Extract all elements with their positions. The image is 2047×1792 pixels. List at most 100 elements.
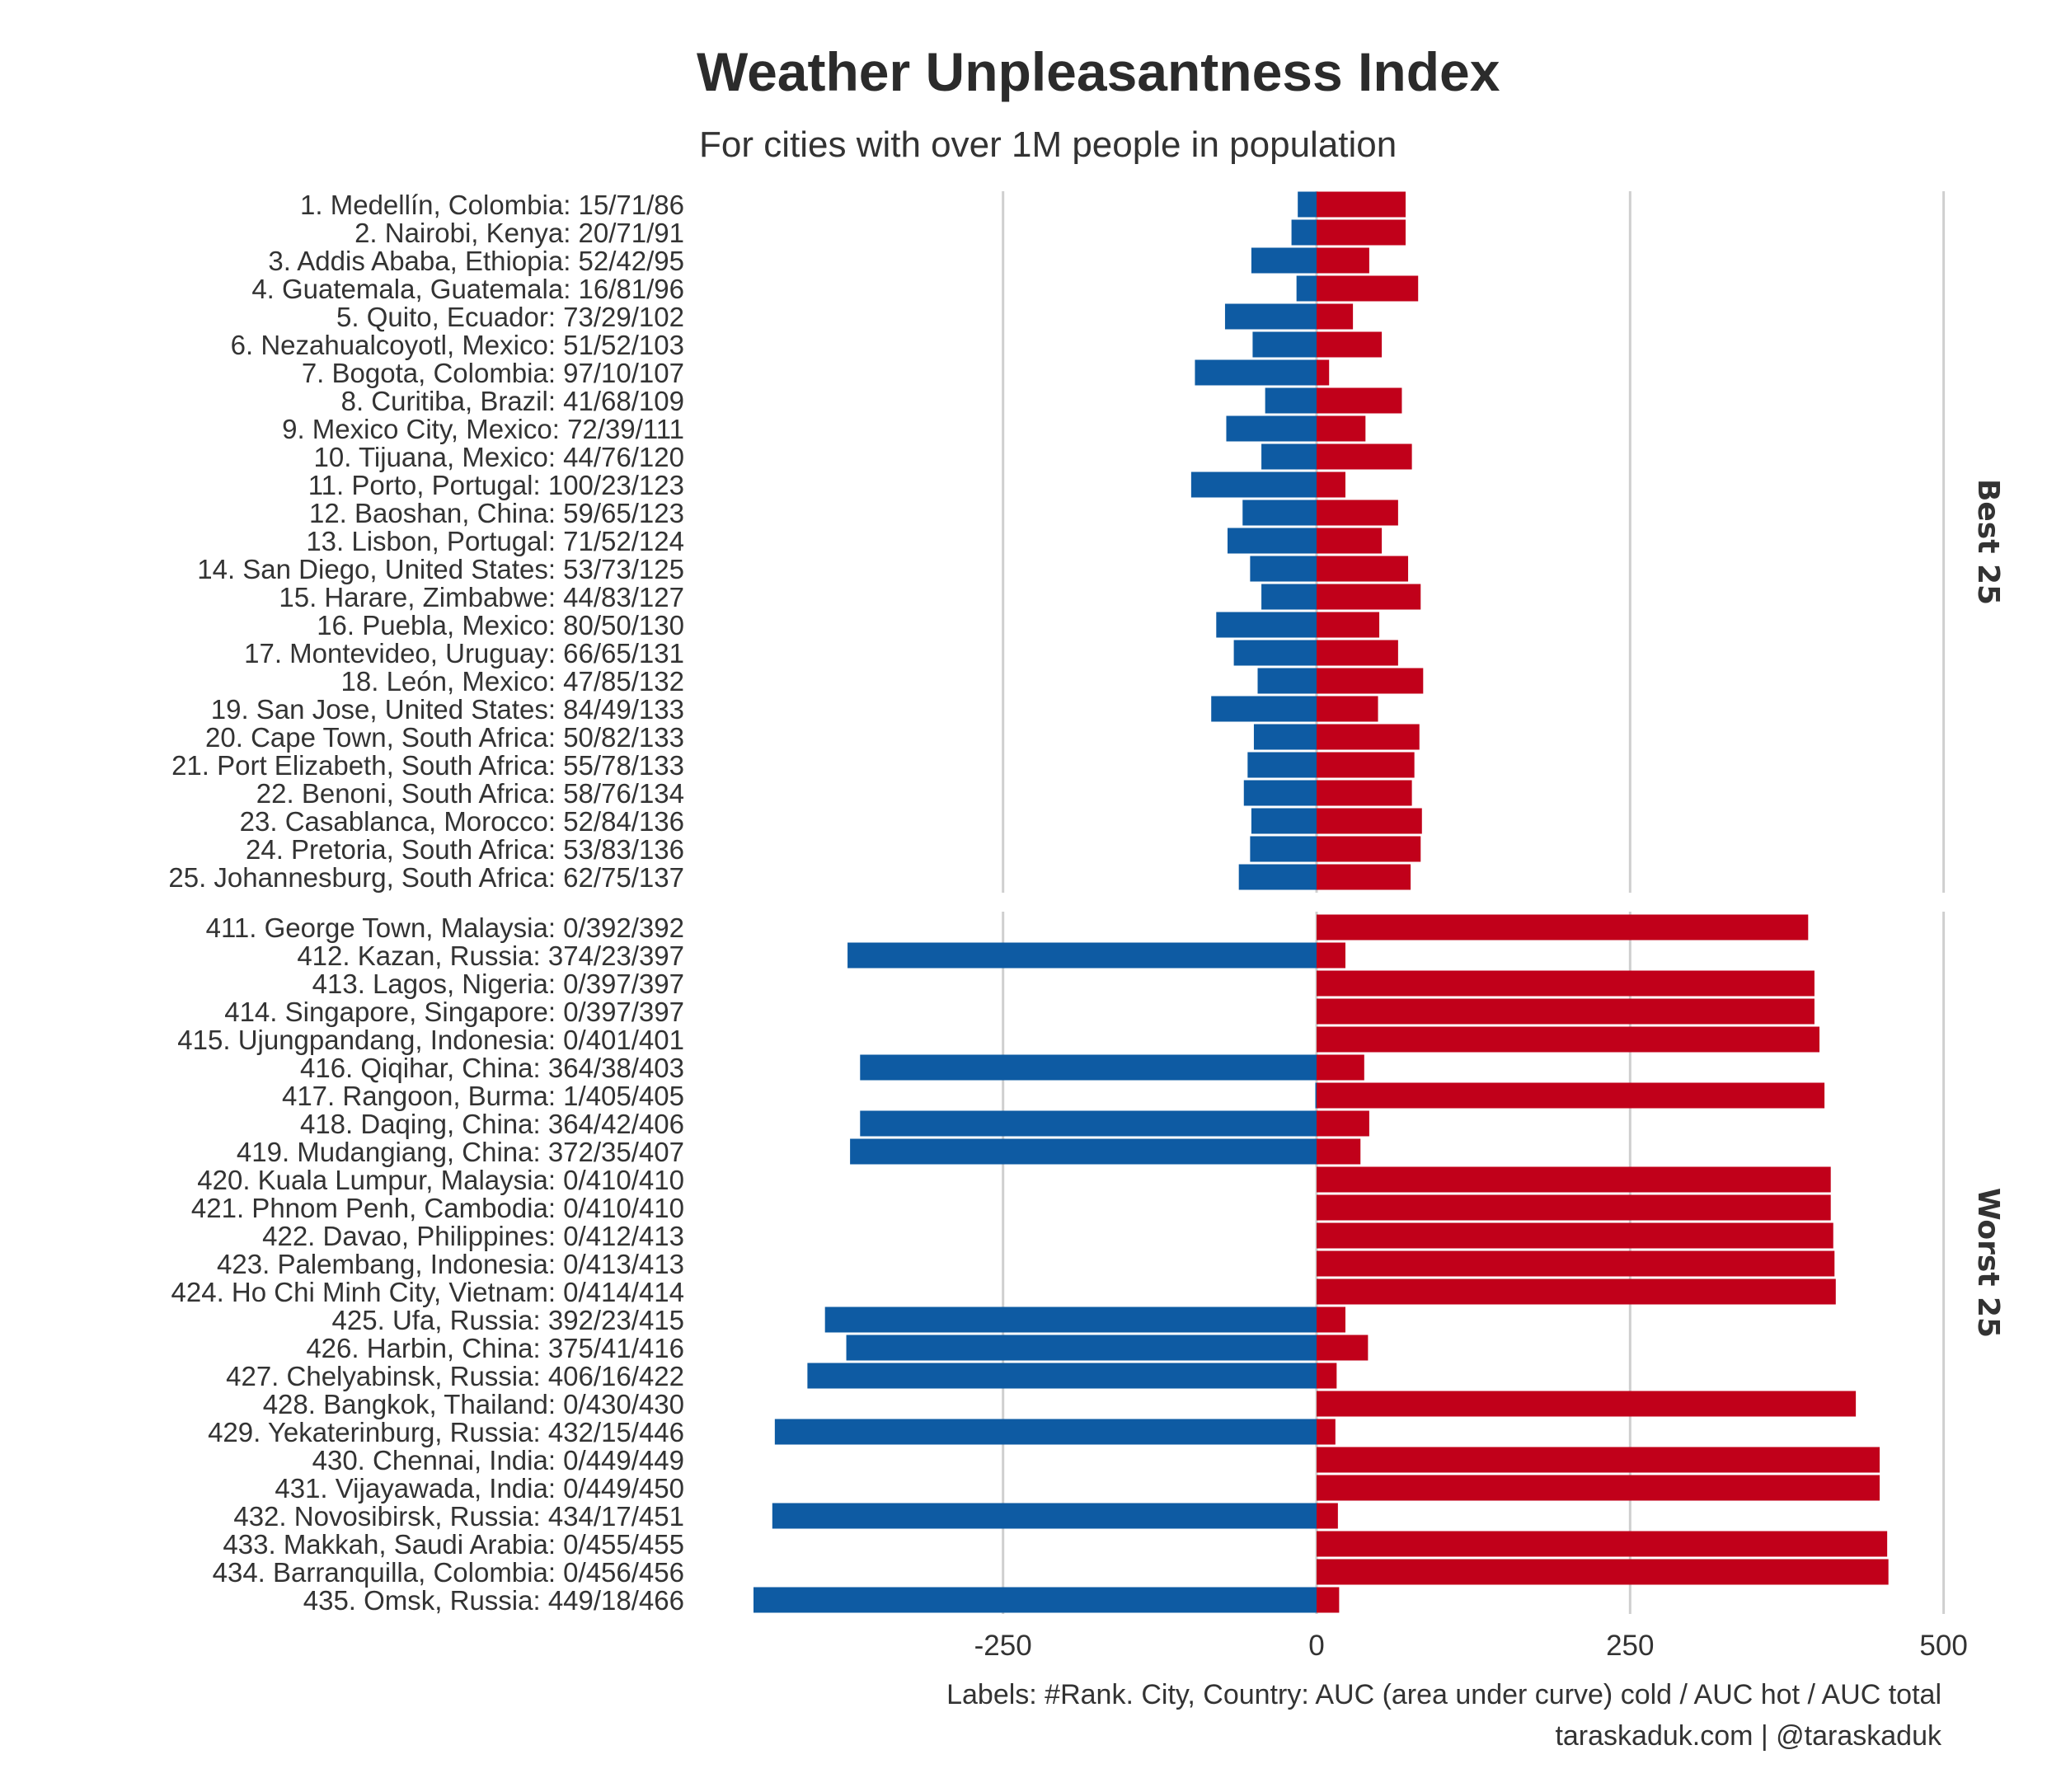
y-axis-label: 21. Port Elizabeth, South Africa: 55/78/…: [171, 750, 684, 781]
y-axis-label: 423. Palembang, Indonesia: 0/413/413: [217, 1249, 684, 1279]
bar-hot: [1317, 696, 1378, 722]
y-axis-label: 417. Rangoon, Burma: 1/405/405: [282, 1081, 684, 1111]
y-axis-label: 415. Ujungpandang, Indonesia: 0/401/401: [177, 1025, 684, 1055]
bar-cold: [846, 1335, 1317, 1361]
bar-hot: [1317, 1054, 1364, 1081]
bar-hot: [1317, 1363, 1337, 1389]
bar-cold: [824, 1306, 1317, 1333]
y-axis-label: 6. Nezahualcoyotl, Mexico: 51/52/103: [231, 330, 684, 360]
y-axis-label: 416. Qiqihar, China: 364/38/403: [300, 1053, 684, 1083]
x-tick-label: 500: [1919, 1630, 1967, 1662]
y-axis-label: 11. Porto, Portugal: 100/23/123: [308, 470, 684, 500]
y-axis-labels: 1. Medellín, Colombia: 15/71/862. Nairob…: [168, 190, 684, 1616]
bar-cold: [1296, 275, 1317, 302]
y-axis-label: 2. Nairobi, Kenya: 20/71/91: [354, 218, 684, 248]
bar-cold: [1252, 331, 1317, 358]
y-axis-label: 4. Guatemala, Guatemala: 16/81/96: [251, 274, 684, 304]
y-axis-label: 20. Cape Town, South Africa: 50/82/133: [205, 722, 684, 753]
chart-title: Weather Unpleasantness Index: [697, 41, 1500, 102]
bar-hot: [1317, 387, 1402, 414]
y-axis-label: 25. Johannesburg, South Africa: 62/75/13…: [168, 862, 684, 893]
bar-hot: [1317, 1419, 1336, 1445]
bar-cold: [772, 1503, 1317, 1529]
y-axis-label: 422. Davao, Philippines: 0/412/413: [262, 1221, 684, 1251]
chart-caption: Labels: #Rank. City, Country: AUC (area …: [946, 1679, 1941, 1710]
y-axis-label: 1. Medellín, Colombia: 15/71/86: [300, 190, 684, 220]
facet-strip-label: Worst 25: [1971, 1188, 2005, 1338]
bar-hot: [1317, 612, 1380, 638]
x-axis-ticks: -250 0 250 500: [974, 1630, 1968, 1662]
bar-hot: [1317, 724, 1420, 750]
bar-hot: [1317, 1559, 1889, 1585]
bar-cold: [860, 1054, 1317, 1081]
bar-hot: [1317, 443, 1412, 470]
bar-cold: [1251, 808, 1317, 834]
bar-hot: [1317, 556, 1409, 582]
y-axis-label: 23. Casablanca, Morocco: 52/84/136: [240, 806, 684, 837]
bar-cold: [1291, 219, 1317, 246]
bar-hot: [1317, 998, 1815, 1025]
bar-cold: [1247, 752, 1317, 778]
bar-cold: [1243, 780, 1317, 806]
bar-hot: [1317, 1531, 1888, 1557]
bar-hot: [1317, 752, 1415, 778]
bar-hot: [1317, 500, 1398, 526]
bar-cold: [1242, 500, 1317, 526]
bar-hot: [1317, 808, 1422, 834]
bar-cold: [1211, 696, 1317, 722]
bar-cold: [850, 1138, 1317, 1165]
y-axis-label: 7. Bogota, Colombia: 97/10/107: [302, 358, 684, 388]
y-axis-label: 8. Curitiba, Brazil: 41/68/109: [341, 386, 684, 416]
bar-cold: [1227, 528, 1317, 554]
bar-cold: [1251, 247, 1317, 274]
bar-cold: [1261, 584, 1317, 610]
bar-cold: [1226, 415, 1317, 442]
bar-cold: [1315, 1082, 1317, 1109]
y-axis-label: 12. Baoshan, China: 59/65/123: [309, 498, 684, 528]
y-axis-label: 412. Kazan, Russia: 374/23/397: [297, 941, 684, 971]
y-axis-label: 418. Daqing, China: 364/42/406: [300, 1109, 684, 1139]
y-axis-label: 427. Chelyabinsk, Russia: 406/16/422: [226, 1361, 684, 1391]
y-axis-label: 15. Harare, Zimbabwe: 44/83/127: [279, 582, 684, 612]
bar-hot: [1317, 415, 1366, 442]
bar-hot: [1317, 247, 1369, 274]
bar-hot: [1317, 1503, 1338, 1529]
bar-hot: [1317, 1447, 1880, 1473]
bar-hot: [1317, 1082, 1825, 1109]
x-tick-label: 250: [1606, 1630, 1654, 1662]
bar-hot: [1317, 471, 1345, 498]
bar-hot: [1317, 1587, 1340, 1613]
bar-cold: [1195, 359, 1317, 386]
bar-hot: [1317, 780, 1412, 806]
bar-cold: [1216, 612, 1317, 638]
y-axis-label: 14. San Diego, United States: 53/73/125: [197, 554, 684, 584]
y-axis-label: 429. Yekaterinburg, Russia: 432/15/446: [208, 1417, 684, 1447]
bar-hot: [1317, 219, 1406, 246]
bar-hot: [1317, 331, 1383, 358]
bar-cold: [1250, 836, 1317, 862]
y-axis-label: 5. Quito, Ecuador: 73/29/102: [336, 302, 684, 332]
y-axis-label: 16. Puebla, Mexico: 80/50/130: [317, 610, 684, 640]
bar-hot: [1317, 836, 1421, 862]
bar-hot: [1317, 1278, 1836, 1305]
facet-strip-label: Best 25: [1971, 479, 2005, 605]
y-axis-label: 428. Bangkok, Thailand: 0/430/430: [263, 1389, 684, 1419]
bar-cold: [1238, 864, 1317, 890]
x-tick-label: 0: [1308, 1630, 1324, 1662]
bar-hot: [1317, 864, 1411, 890]
bar-hot: [1317, 1110, 1369, 1137]
bar-hot: [1317, 191, 1406, 218]
bar-cold: [1265, 387, 1317, 414]
bar-cold: [847, 942, 1317, 969]
bar-cold: [1250, 556, 1317, 582]
y-axis-label: 433. Makkah, Saudi Arabia: 0/455/455: [223, 1529, 684, 1560]
bar-cold: [1233, 640, 1317, 666]
facet-strips: Best 25 Worst 25: [1971, 479, 2005, 1338]
bar-hot: [1317, 1335, 1369, 1361]
y-axis-label: 431. Vijayawada, India: 0/449/450: [275, 1473, 684, 1503]
bar-cold: [860, 1110, 1317, 1137]
bar-hot: [1317, 275, 1419, 302]
y-axis-label: 3. Addis Ababa, Ethiopia: 52/42/95: [268, 246, 684, 276]
bar-cold: [1298, 191, 1317, 218]
